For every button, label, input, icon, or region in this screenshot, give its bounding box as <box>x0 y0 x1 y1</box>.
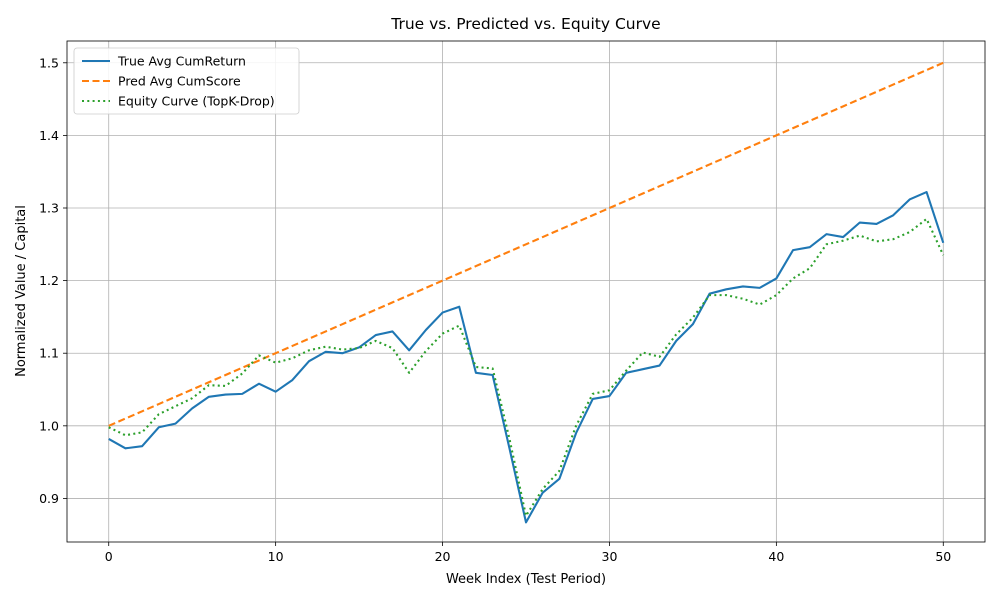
chart-title: True vs. Predicted vs. Equity Curve <box>390 15 660 33</box>
legend-box <box>73 47 300 115</box>
x-tick-label: 0 <box>105 549 113 564</box>
plot-frame <box>66 40 986 543</box>
y-axis: 0.9 1.0 1.1 1.2 1.3 1.4 1.5 <box>39 55 67 506</box>
y-tick-label: 1.2 <box>39 273 59 288</box>
x-tick-label: 20 <box>435 549 451 564</box>
legend-entry-label: True Avg CumReturn <box>117 54 246 69</box>
y-tick-label: 0.9 <box>39 491 59 506</box>
y-tick-label: 1.0 <box>39 418 59 433</box>
y-axis-label: Normalized Value / Capital <box>14 205 29 377</box>
grid <box>67 41 985 542</box>
x-tick-label: 10 <box>268 549 284 564</box>
x-axis: 0 10 20 30 40 50 <box>105 542 951 564</box>
series-layer <box>108 61 945 524</box>
x-tick-label: 30 <box>602 549 618 564</box>
legend: True Avg CumReturn Pred Avg CumScore Equit… <box>73 47 300 115</box>
y-tick-label: 1.3 <box>39 201 59 216</box>
legend-entry-label: Pred Avg CumScore <box>118 74 241 89</box>
series-line-2 <box>108 61 944 427</box>
x-axis-label: Week Index (Test Period) <box>446 572 606 587</box>
y-tick-label: 1.1 <box>39 346 59 361</box>
y-tick-label: 1.5 <box>39 55 59 70</box>
x-tick-label: 40 <box>768 549 784 564</box>
x-tick-label: 50 <box>935 549 951 564</box>
series-line-1 <box>108 190 945 524</box>
y-tick-label: 1.4 <box>39 128 59 143</box>
series-line-3 <box>108 217 945 517</box>
legend-entry-label: Equity Curve (TopK-Drop) <box>118 94 275 109</box>
